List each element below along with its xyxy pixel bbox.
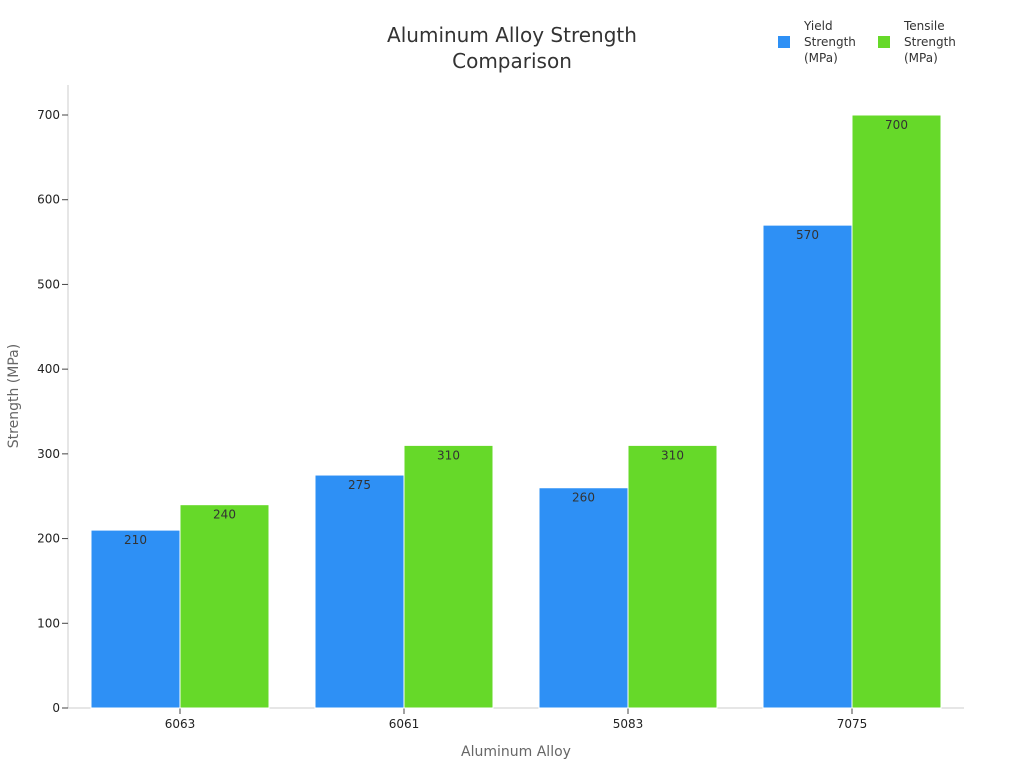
y-tick-label: 600 — [37, 193, 60, 207]
data-label-yield-7075: 570 — [796, 228, 819, 242]
y-tick-label: 500 — [37, 277, 60, 291]
bar-yield-6061 — [314, 474, 405, 709]
y-axis-title: Strength (MPa) — [6, 344, 22, 448]
legend-label-tensile-1: Tensile — [903, 19, 945, 33]
y-tick-label: 200 — [37, 532, 60, 546]
bar-yield-5083 — [538, 487, 629, 709]
data-label-tensile-7075: 700 — [885, 118, 908, 132]
y-tick-label: 300 — [37, 447, 60, 461]
y-tick-label: 100 — [37, 616, 60, 630]
data-label-tensile-6061: 310 — [437, 448, 460, 462]
bar-tensile-6063 — [179, 504, 270, 709]
y-tick-label: 0 — [52, 701, 60, 715]
axes: 0 100 200 300 400 500 600 700 6063 6061 5083 7075 — [37, 85, 964, 731]
legend-label-yield-3: (MPa) — [804, 51, 838, 65]
x-tick-label: 7075 — [837, 717, 868, 731]
legend-swatch-tensile — [878, 36, 890, 48]
legend: Yield Strength (MPa) Tensile Strength (M… — [778, 19, 956, 65]
data-label-yield-5083: 260 — [572, 491, 595, 505]
bar-yield-6063 — [90, 529, 181, 709]
bar-tensile-6061 — [403, 444, 494, 709]
chart-title-line-2: Comparison — [452, 49, 572, 73]
legend-label-tensile-3: (MPa) — [904, 51, 938, 65]
x-axis-title: Aluminum Alloy — [461, 744, 571, 760]
bar-tensile-7075 — [851, 114, 942, 709]
chart-title-line-1: Aluminum Alloy Strength — [387, 23, 637, 47]
x-tick-label: 6063 — [165, 717, 196, 731]
data-label-tensile-6063: 240 — [213, 508, 236, 522]
x-tick-label: 6061 — [389, 717, 420, 731]
legend-label-yield-1: Yield — [803, 19, 833, 33]
y-tick-label: 400 — [37, 362, 60, 376]
data-labels: 210 240 275 310 260 310 570 700 — [124, 118, 908, 547]
data-label-yield-6063: 210 — [124, 533, 147, 547]
legend-label-yield-2: Strength — [804, 35, 856, 49]
bars — [90, 114, 942, 709]
legend-swatch-yield — [778, 36, 790, 48]
bar-tensile-5083 — [627, 444, 718, 709]
x-tick-label: 5083 — [613, 717, 644, 731]
bar-yield-7075 — [762, 224, 853, 709]
data-label-yield-6061: 275 — [348, 478, 371, 492]
legend-label-tensile-2: Strength — [904, 35, 956, 49]
y-tick-label: 700 — [37, 108, 60, 122]
data-label-tensile-5083: 310 — [661, 448, 684, 462]
